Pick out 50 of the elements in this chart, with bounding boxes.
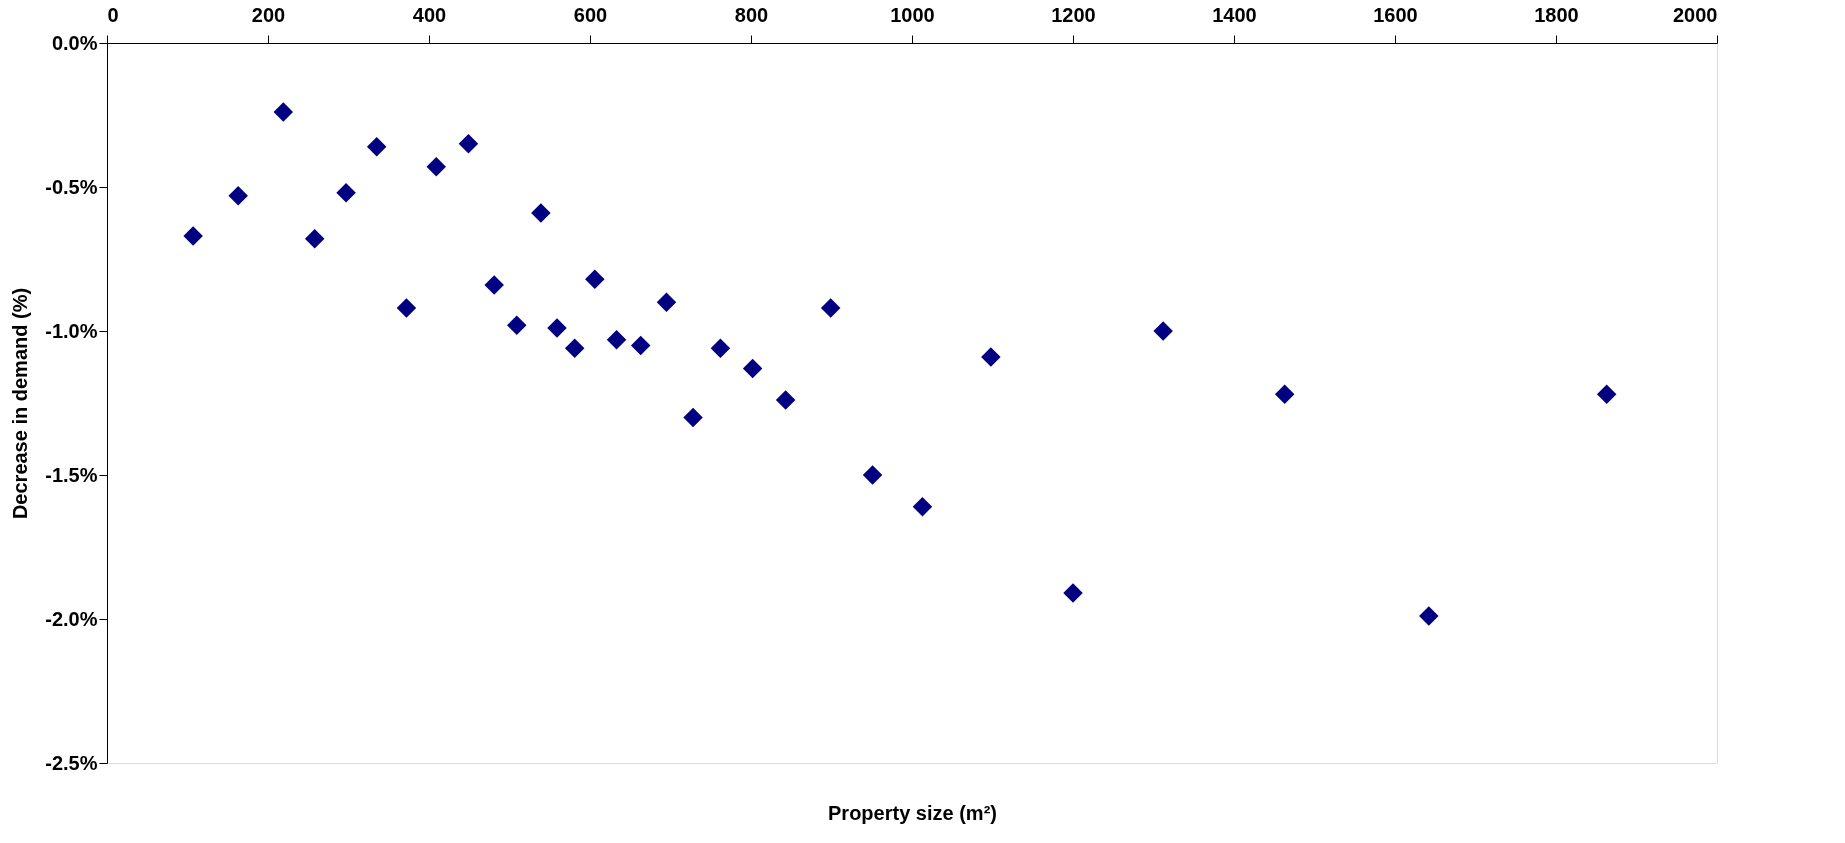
- point: [366, 136, 387, 157]
- x-tick-label: 600: [573, 3, 608, 26]
- y-tick-label: -1.5%: [45, 463, 98, 486]
- x-tick-label: 0: [107, 3, 119, 26]
- x-axis-title: Property size (m²): [828, 801, 997, 824]
- point: [862, 465, 883, 485]
- point: [1153, 321, 1173, 341]
- point: [656, 292, 677, 312]
- y-tick-label: -1.0%: [45, 319, 98, 342]
- x-tick-label: 200: [251, 3, 286, 26]
- point: [458, 134, 479, 154]
- point: [547, 318, 567, 338]
- x-tick-label: 2000: [1673, 3, 1718, 26]
- x-tick-label: 1000: [890, 3, 935, 26]
- point: [484, 275, 504, 295]
- point: [683, 407, 703, 428]
- point: [630, 335, 651, 356]
- y-tick-label: 0.0%: [51, 31, 98, 54]
- point: [273, 102, 294, 122]
- y-axis-title: Decrease in demand (%): [9, 287, 32, 520]
- point: [564, 338, 585, 359]
- point: [820, 298, 841, 318]
- point: [981, 347, 1001, 367]
- point: [1419, 606, 1439, 626]
- point: [710, 338, 731, 359]
- point: [531, 203, 551, 223]
- point: [228, 185, 248, 206]
- point: [396, 298, 417, 318]
- point: [507, 315, 527, 335]
- point: [742, 358, 763, 379]
- x-tick-label: 1200: [1051, 3, 1096, 26]
- point: [606, 329, 627, 350]
- point: [336, 183, 356, 203]
- x-tick-label: 1400: [1212, 3, 1257, 26]
- point: [1063, 583, 1083, 603]
- y-tick-label: -2.0%: [45, 607, 98, 630]
- x-tick-label: 1600: [1373, 3, 1418, 26]
- y-tick-label: -0.5%: [45, 175, 98, 198]
- point: [304, 229, 325, 249]
- point: [1274, 384, 1295, 405]
- point: [775, 390, 796, 410]
- point: [1596, 384, 1617, 405]
- x-tick-label: 800: [734, 3, 769, 26]
- y-tick-label: -2.5%: [45, 751, 98, 774]
- point: [426, 157, 446, 177]
- x-tick-label: 400: [412, 3, 447, 26]
- point: [585, 269, 605, 289]
- x-tick-label: 1800: [1534, 3, 1579, 26]
- point: [912, 496, 933, 517]
- point: [183, 226, 203, 246]
